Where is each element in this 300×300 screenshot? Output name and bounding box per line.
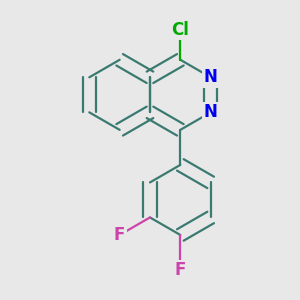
Text: N: N: [204, 103, 218, 121]
Text: F: F: [175, 261, 186, 279]
Text: F: F: [114, 226, 125, 244]
Text: N: N: [204, 68, 218, 86]
Text: Cl: Cl: [171, 21, 189, 39]
